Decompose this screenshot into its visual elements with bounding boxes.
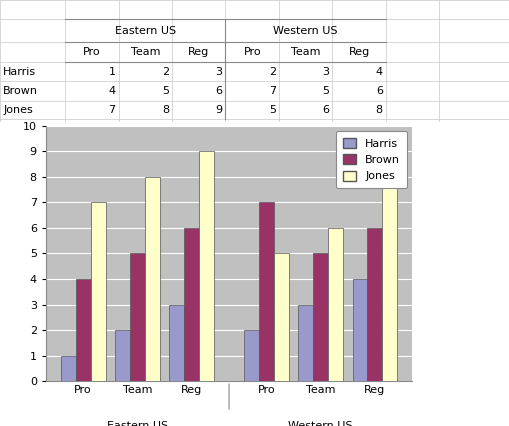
Text: 2: 2 xyxy=(162,66,169,77)
Bar xyxy=(184,228,199,381)
Text: 6: 6 xyxy=(376,86,383,96)
Text: Brown: Brown xyxy=(3,86,38,96)
Text: Western US: Western US xyxy=(273,26,338,36)
Bar xyxy=(367,228,382,381)
Bar xyxy=(382,177,398,381)
Bar xyxy=(274,253,289,381)
Bar xyxy=(353,279,367,381)
Bar xyxy=(130,253,145,381)
Text: 4: 4 xyxy=(108,86,116,96)
Text: Harris: Harris xyxy=(3,66,36,77)
Text: Eastern US: Eastern US xyxy=(115,26,176,36)
Text: 7: 7 xyxy=(108,105,116,115)
Bar xyxy=(328,228,343,381)
Text: 4: 4 xyxy=(376,66,383,77)
Text: Eastern US: Eastern US xyxy=(107,421,168,426)
Bar xyxy=(259,202,274,381)
Text: Pro: Pro xyxy=(83,47,101,57)
Text: 8: 8 xyxy=(376,105,383,115)
Text: 5: 5 xyxy=(322,86,329,96)
Text: 2: 2 xyxy=(269,66,276,77)
Bar xyxy=(76,279,91,381)
Text: 6: 6 xyxy=(322,105,329,115)
Text: Team: Team xyxy=(291,47,320,57)
Text: 9: 9 xyxy=(215,105,222,115)
Text: 3: 3 xyxy=(215,66,222,77)
Bar xyxy=(169,305,184,381)
Text: Jones: Jones xyxy=(3,105,33,115)
Bar xyxy=(61,356,76,381)
Text: 7: 7 xyxy=(269,86,276,96)
Text: 3: 3 xyxy=(322,66,329,77)
Text: 5: 5 xyxy=(162,86,169,96)
Bar xyxy=(115,330,130,381)
Bar xyxy=(91,202,105,381)
Text: Reg: Reg xyxy=(349,47,370,57)
Text: 5: 5 xyxy=(269,105,276,115)
Text: 6: 6 xyxy=(215,86,222,96)
Text: Pro: Pro xyxy=(243,47,261,57)
Bar xyxy=(199,151,214,381)
Bar xyxy=(145,177,160,381)
Bar xyxy=(244,330,259,381)
Bar xyxy=(298,305,313,381)
Legend: Harris, Brown, Jones: Harris, Brown, Jones xyxy=(336,131,407,188)
Text: 8: 8 xyxy=(162,105,169,115)
Text: Western US: Western US xyxy=(289,421,353,426)
Text: Reg: Reg xyxy=(188,47,209,57)
Bar xyxy=(313,253,328,381)
Text: 1: 1 xyxy=(108,66,116,77)
Text: Team: Team xyxy=(131,47,160,57)
